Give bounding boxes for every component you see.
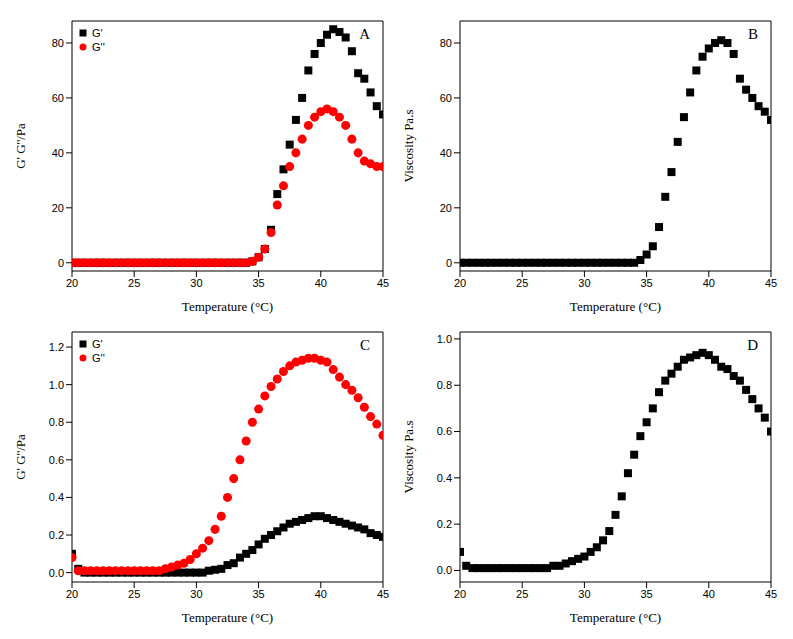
svg-text:0.4: 0.4: [437, 472, 452, 484]
svg-text:35: 35: [640, 277, 652, 289]
html-text:B: B: [748, 26, 758, 42]
svg-text:40: 40: [315, 588, 327, 600]
svg-text:40: 40: [703, 588, 715, 600]
svg-text:25: 25: [516, 588, 528, 600]
svg-text:25: 25: [128, 277, 140, 289]
svg-text:30: 30: [578, 588, 590, 600]
svg-text:Viscosity Pa.s: Viscosity Pa.s: [401, 110, 416, 183]
svg-text:45: 45: [377, 588, 389, 600]
svg-text:0.2: 0.2: [49, 529, 64, 541]
svg-text:20: 20: [440, 202, 452, 214]
svg-text:45: 45: [765, 588, 777, 600]
html-text:C: C: [360, 337, 370, 353]
svg-text:80: 80: [52, 37, 64, 49]
svg-text:40: 40: [440, 147, 452, 159]
svg-text:25: 25: [516, 277, 528, 289]
svg-text:0.2: 0.2: [437, 518, 452, 530]
svg-text:0: 0: [446, 257, 452, 269]
svg-text:Viscosity Pa.s: Viscosity Pa.s: [401, 421, 416, 494]
svg-text:1.0: 1.0: [437, 333, 452, 345]
svg-text:0.8: 0.8: [437, 379, 452, 391]
html-text:D: D: [747, 337, 758, 353]
svg-text:30: 30: [578, 277, 590, 289]
svg-text:60: 60: [440, 92, 452, 104]
svg-text:20: 20: [454, 277, 466, 289]
svg-text:35: 35: [640, 588, 652, 600]
svg-text:0.8: 0.8: [49, 416, 64, 428]
svg-text:20: 20: [66, 588, 78, 600]
html-text:G': G': [92, 338, 103, 350]
svg-text:Temperature (°C): Temperature (°C): [182, 299, 273, 314]
svg-text:1.2: 1.2: [49, 341, 64, 353]
svg-text:40: 40: [703, 277, 715, 289]
svg-text:0.4: 0.4: [49, 491, 64, 503]
svg-text:Temperature (°C): Temperature (°C): [182, 610, 273, 625]
svg-text:0.0: 0.0: [437, 564, 452, 576]
svg-text:45: 45: [765, 277, 777, 289]
svg-text:G' G''/Pa: G' G''/Pa: [13, 434, 28, 480]
svg-text:35: 35: [252, 588, 264, 600]
html-text:G'': G'': [92, 41, 105, 53]
svg-text:20: 20: [454, 588, 466, 600]
svg-text:35: 35: [252, 277, 264, 289]
svg-text:20: 20: [52, 202, 64, 214]
svg-text:30: 30: [190, 588, 202, 600]
svg-text:30: 30: [190, 277, 202, 289]
svg-text:G' G''/Pa: G' G''/Pa: [13, 123, 28, 169]
svg-text:80: 80: [440, 37, 452, 49]
svg-text:0.6: 0.6: [437, 425, 452, 437]
svg-text:Temperature (°C): Temperature (°C): [570, 610, 661, 625]
svg-text:1.0: 1.0: [49, 379, 64, 391]
html-text:A: A: [359, 26, 370, 42]
html-text:G': G': [92, 27, 103, 39]
svg-text:40: 40: [315, 277, 327, 289]
svg-text:0: 0: [58, 257, 64, 269]
html-text:G'': G'': [92, 352, 105, 364]
svg-text:40: 40: [52, 147, 64, 159]
svg-text:Temperature (°C): Temperature (°C): [570, 299, 661, 314]
svg-text:20: 20: [66, 277, 78, 289]
svg-text:45: 45: [377, 277, 389, 289]
svg-text:60: 60: [52, 92, 64, 104]
svg-text:0.0: 0.0: [49, 567, 64, 579]
svg-text:25: 25: [128, 588, 140, 600]
svg-text:0.6: 0.6: [49, 454, 64, 466]
